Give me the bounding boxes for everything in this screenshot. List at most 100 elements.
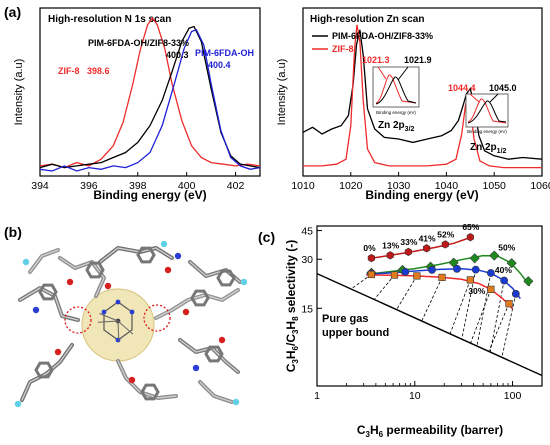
- robeson-point-square: [438, 273, 446, 282]
- upper-bound-line: [316, 272, 543, 377]
- n1s-peak-label-pim: 400.4: [208, 60, 231, 70]
- zn-peak-label-red-3/2: 1021.3: [362, 55, 390, 65]
- zn-x-tick-label: 1020: [339, 180, 363, 192]
- robeson-point-label: 13%: [382, 240, 399, 250]
- molecule-bond-chain: [198, 380, 234, 404]
- robeson-dash-line: [489, 280, 505, 353]
- molecule-aromatic-ring: [34, 361, 54, 379]
- robeson-point-square: [487, 285, 495, 293]
- robeson-dash-line: [476, 272, 492, 347]
- n1s-plot-frame: [39, 7, 261, 177]
- molecule-atom: [66, 278, 74, 286]
- molecule-atom: [164, 266, 172, 274]
- molecule-aromatic-ring: [140, 383, 160, 401]
- molecule-atom: [14, 400, 22, 408]
- molecule-atom: [192, 364, 200, 372]
- robeson-y-tick-label: 15: [301, 303, 313, 315]
- interaction-circle-left: [64, 306, 92, 334]
- robeson-dash-line: [449, 279, 471, 334]
- robeson-point-hexagon: [404, 247, 413, 257]
- robeson-dash-line: [488, 303, 510, 352]
- robeson-point-circle: [471, 265, 480, 274]
- panel-label-a: (a): [4, 4, 21, 20]
- zn-series-line: [302, 29, 543, 160]
- molecule-bond-chain: [98, 246, 174, 264]
- robeson-point-label: 65%: [462, 222, 479, 232]
- molecule-atom: [174, 252, 182, 260]
- zn-series-line: [303, 24, 542, 169]
- robeson-x-axis-label: C3H6 permeability (barrer): [357, 423, 503, 439]
- zn-inset-xlabel-1/2: Binding energy (eV): [467, 129, 507, 134]
- n1s-title: High-resolution N 1s scan: [48, 14, 171, 25]
- molecule-aromatic-ring: [136, 246, 156, 264]
- robeson-dash-line: [421, 277, 443, 322]
- zn-peak-label-black-3/2: 1021.9: [404, 55, 432, 65]
- molecule-atom: [104, 282, 112, 290]
- robeson-point-label: 0%: [363, 243, 376, 253]
- n1s-x-axis-label: Binding energy (eV): [93, 188, 206, 202]
- robeson-point-hexagon: [367, 253, 376, 263]
- molecule-atom: [128, 376, 136, 384]
- robeson-point-hexagon: [441, 240, 449, 249]
- molecule-aromatic-ring: [38, 283, 58, 301]
- molecule-aromatic-ring: [216, 269, 236, 287]
- n1s-series-line: [39, 28, 261, 172]
- upper-bound-label-line2: upper bound: [322, 327, 389, 339]
- zn-plot-frame: [302, 7, 543, 177]
- robeson-point-square: [413, 272, 421, 280]
- robeson-point-diamond: [489, 250, 500, 261]
- zn-inset-1/2: Binding energy (eV): [465, 93, 509, 134]
- n1s-peak-label-zif8: 398.6: [87, 66, 110, 76]
- zn-x-tick-label: 1040: [435, 180, 459, 192]
- zif8-atom: [101, 309, 107, 315]
- molecule-bond-chain: [178, 338, 240, 374]
- robeson-y-tick-label: 30: [301, 254, 313, 266]
- robeson-x-tick-label: 10: [409, 390, 421, 402]
- molecule-bond-highlight: [29, 249, 59, 273]
- robeson-y-axis-label: C3H6/C3H8 selectivity (-): [284, 240, 300, 373]
- robeson-point-label: 40%: [495, 265, 512, 275]
- zif8-linker: [117, 320, 134, 335]
- robeson-point-diamond: [469, 253, 480, 264]
- zn-legend-zif8: ZIF-8: [332, 44, 354, 54]
- panel-label-b: (b): [4, 224, 22, 240]
- robeson-x-tick-label: 1: [314, 390, 320, 402]
- robeson-point-circle: [486, 269, 495, 277]
- n1s-x-tick-label: 396: [80, 180, 98, 192]
- n1s-x-tick-label: 400: [178, 180, 196, 192]
- robeson-fit-curve: [366, 274, 514, 310]
- molecule-atom: [240, 278, 248, 286]
- molecule-bonds: [14, 240, 248, 408]
- zif8-linker: [97, 320, 119, 323]
- robeson-point-square: [390, 271, 399, 279]
- zn-inset-3/2: Binding energy (eV): [372, 66, 420, 115]
- robeson-point-hexagon: [466, 233, 474, 242]
- robeson-point-diamond: [523, 276, 534, 287]
- zn-title: High-resolution Zn scan: [310, 14, 424, 25]
- robeson-point-hexagon: [422, 244, 431, 253]
- robeson-point-label: 50%: [498, 243, 515, 253]
- robeson-point-circle: [511, 289, 520, 298]
- robeson-point-square: [367, 270, 375, 279]
- n1s-legend-composite: PIM-6FDA-OH/ZIF8-33%: [88, 38, 189, 48]
- zn-x-tick-label: 1010: [291, 180, 315, 192]
- molecule-atom: [54, 348, 62, 356]
- molecule-atom: [22, 258, 30, 266]
- molecule-bond-highlight: [199, 381, 233, 403]
- zn-x-tick-label: 1050: [483, 180, 507, 192]
- robeson-point-label: 41%: [419, 233, 436, 243]
- zn-inset-xlabel-3/2: Binding energy (eV): [376, 110, 416, 115]
- n1s-x-tick-label: 402: [227, 180, 245, 192]
- molecule-aromatic-ring: [190, 289, 210, 307]
- zn-x-tick-label: 1060: [530, 180, 550, 192]
- n1s-chart: High-resolution N 1s scan Binding energy…: [13, 7, 261, 202]
- robeson-point-label: 52%: [437, 229, 454, 239]
- zn-legend-composite: PIM-6FDA-OH/ZIF8-33%: [332, 31, 433, 41]
- robeson-point-diamond: [506, 258, 517, 269]
- zn-x-tick-label: 1030: [387, 180, 411, 192]
- robeson-point-circle: [453, 264, 461, 273]
- molecule-atom: [32, 306, 40, 314]
- robeson-point-hexagon: [386, 251, 394, 260]
- zif8-atom: [115, 337, 121, 343]
